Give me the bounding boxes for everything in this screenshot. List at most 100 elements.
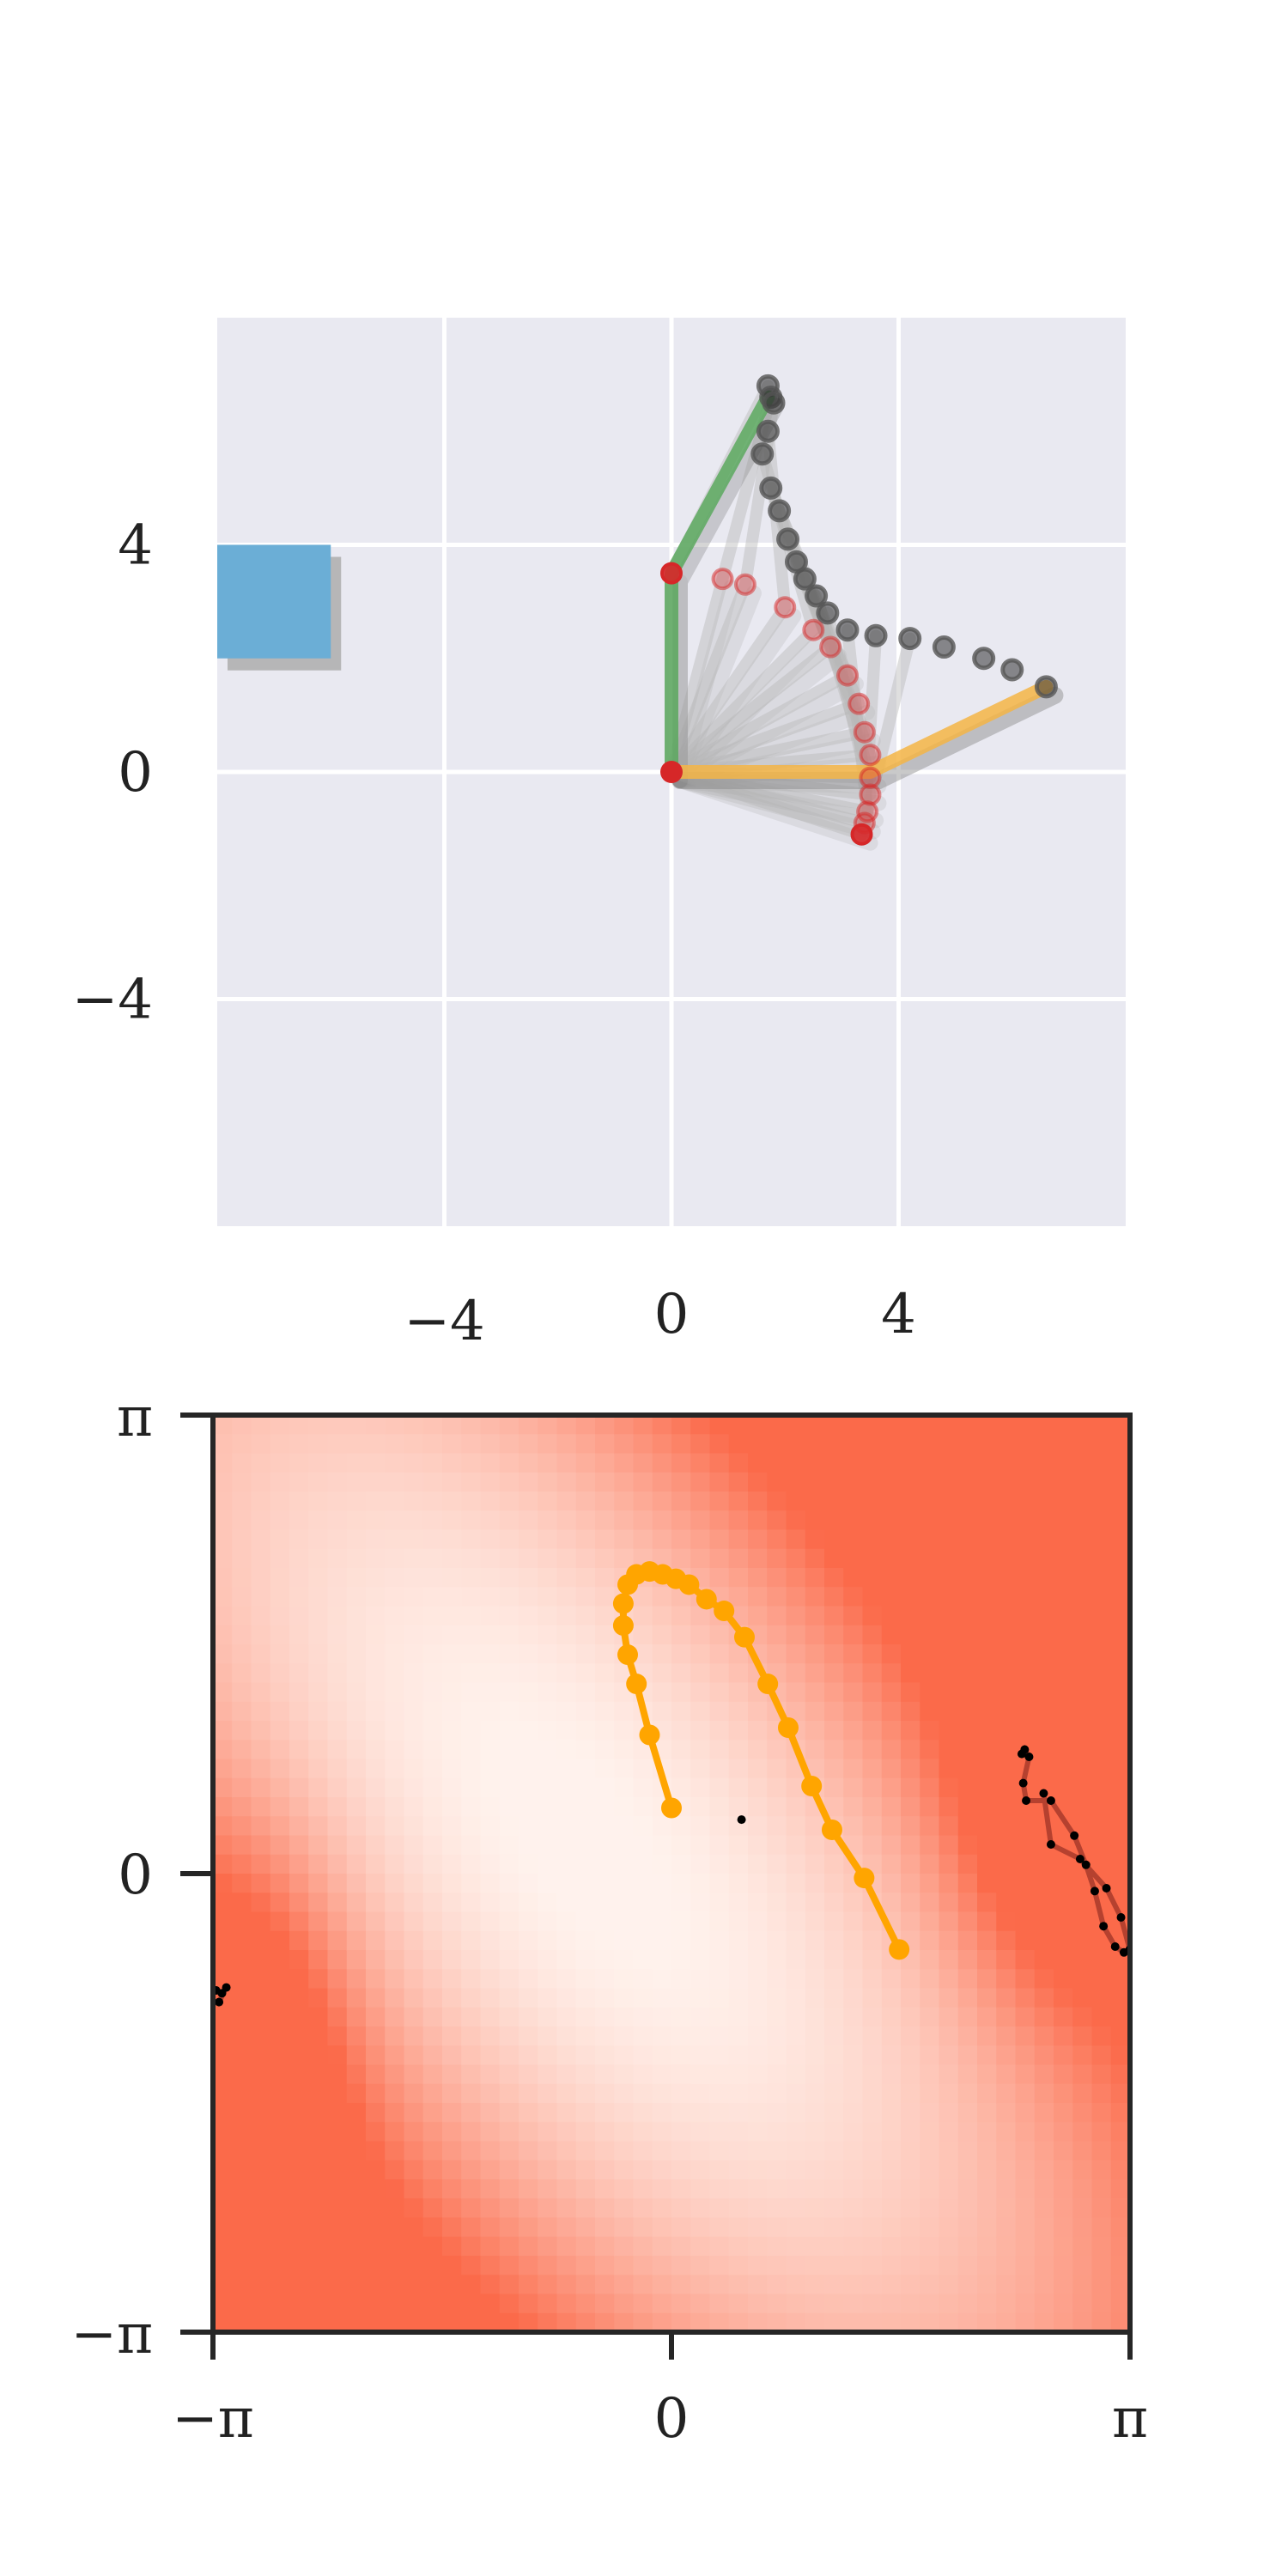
- heatmap-cell: [461, 1415, 482, 1436]
- heatmap-cell: [538, 1893, 558, 1913]
- heatmap-cell: [251, 2236, 271, 2257]
- elbow-point: [774, 596, 797, 619]
- heatmap-cell: [920, 2083, 940, 2104]
- heatmap-cell: [843, 1663, 864, 1684]
- heatmap-cell: [308, 2103, 329, 2123]
- heatmap-cell: [901, 1740, 921, 1760]
- heatmap-cell: [786, 2293, 806, 2314]
- heatmap-cell: [1034, 2141, 1054, 2161]
- heatmap-cell: [404, 2236, 424, 2257]
- heatmap-cell: [1034, 1625, 1054, 1645]
- heatmap-cell: [327, 1453, 348, 1473]
- heatmap-cell: [920, 1950, 940, 1971]
- heatmap-cell: [346, 1797, 367, 1818]
- heatmap-cell: [957, 2064, 978, 2085]
- heatmap-cell: [575, 1835, 596, 1856]
- heatmap-cell: [251, 2026, 271, 2047]
- heatmap-cell: [614, 1969, 635, 1990]
- heatmap-cell: [346, 1644, 367, 1665]
- heatmap-cell: [289, 1453, 310, 1473]
- heatmap-cell: [824, 2026, 845, 2047]
- heatmap-cell: [575, 2045, 596, 2066]
- heatmap-cell: [556, 1911, 577, 1932]
- heatmap-cell: [1110, 2045, 1130, 2066]
- heatmap-cell: [270, 1548, 290, 1569]
- heatmap-cell: [327, 1816, 348, 1837]
- heatmap-cell: [728, 1950, 749, 1971]
- heatmap-cell: [1091, 1492, 1112, 1512]
- heatmap-cell: [1072, 2045, 1093, 2066]
- heatmap-cell: [1072, 1529, 1093, 1550]
- heatmap-cell: [270, 1874, 290, 1894]
- heatmap-cell: [824, 1434, 845, 1455]
- heatmap-cell: [709, 1835, 730, 1856]
- heatmap-cell: [614, 2141, 635, 2161]
- heatmap-cell: [556, 2275, 577, 2295]
- heatmap-cell: [346, 1606, 367, 1626]
- heatmap-cell: [422, 1988, 443, 2008]
- heatmap-cell: [633, 1930, 653, 1951]
- heatmap-cell: [213, 1721, 234, 1741]
- heatmap-cell: [422, 2103, 443, 2123]
- trajectory-point: [733, 1626, 755, 1648]
- heatmap-cell: [1091, 2217, 1112, 2238]
- heatmap-cell: [404, 1721, 424, 1741]
- heatmap-cell: [308, 1548, 329, 1569]
- heatmap-cell: [824, 1587, 845, 1607]
- heatmap-cell: [939, 1434, 959, 1455]
- heatmap-cell: [385, 1721, 405, 1741]
- heatmap-cell: [901, 2122, 921, 2142]
- heatmap-cell: [1015, 2026, 1036, 2047]
- heatmap-cell: [996, 1663, 1017, 1684]
- heatmap-cell: [480, 1434, 501, 1455]
- heatmap-cell: [422, 1453, 443, 1473]
- heatmap-cell: [977, 1568, 998, 1589]
- heatmap-cell: [996, 2122, 1017, 2142]
- heatmap-cell: [308, 1682, 329, 1703]
- heatmap-cell: [728, 1682, 749, 1703]
- heatmap-cell: [366, 1606, 386, 1626]
- heatmap-cell: [480, 1492, 501, 1512]
- arm-shadow-segment: [672, 773, 878, 851]
- heatmap-cell: [308, 2141, 329, 2161]
- heatmap-cell: [843, 1759, 864, 1779]
- heatmap-cell: [862, 2045, 883, 2066]
- heatmap-cell: [442, 1529, 463, 1550]
- heatmap-cell: [1072, 1874, 1093, 1894]
- heatmap-cell: [786, 1701, 806, 1722]
- heatmap-cell: [346, 1721, 367, 1741]
- heatmap-cell: [499, 1472, 519, 1492]
- heatmap-cell: [690, 2312, 711, 2332]
- heatmap-cell: [575, 1988, 596, 2008]
- heatmap-cell: [1091, 1453, 1112, 1473]
- heatmap-cell: [1110, 2236, 1130, 2257]
- heatmap-cell: [709, 1911, 730, 1932]
- heatmap-cell: [881, 2217, 902, 2238]
- heatmap-cell: [289, 1988, 310, 2008]
- heatmap-cell: [843, 2122, 864, 2142]
- heatmap-cell: [957, 2007, 978, 2027]
- heatmap-cell: [805, 2141, 825, 2161]
- heatmap-cell: [1091, 1434, 1112, 1455]
- heatmap-cell: [366, 1663, 386, 1684]
- heatmap-cell: [289, 2293, 310, 2314]
- heatmap-cell: [633, 1529, 653, 1550]
- heatmap-cell: [920, 1587, 940, 1607]
- heatmap-cell: [920, 2179, 940, 2200]
- heatmap-cell: [767, 1930, 787, 1951]
- heatmap-cell: [957, 2236, 978, 2257]
- heatmap-cell: [289, 1969, 310, 1990]
- heatmap-cell: [920, 1930, 940, 1951]
- heatmap-cell: [767, 1740, 787, 1760]
- heatmap-cell: [1034, 1529, 1054, 1550]
- heatmap-cell: [901, 1835, 921, 1856]
- heatmap-cell: [461, 1606, 482, 1626]
- heatmap-cell: [422, 1415, 443, 1436]
- heatmap-cell: [786, 2179, 806, 2200]
- heatmap-cell: [556, 1835, 577, 1856]
- heatmap-cell: [461, 1510, 482, 1531]
- heatmap-cell: [232, 1415, 252, 1436]
- heatmap-cell: [366, 1701, 386, 1722]
- heatmap-cell: [786, 1930, 806, 1951]
- heatmap-cell: [920, 2026, 940, 2047]
